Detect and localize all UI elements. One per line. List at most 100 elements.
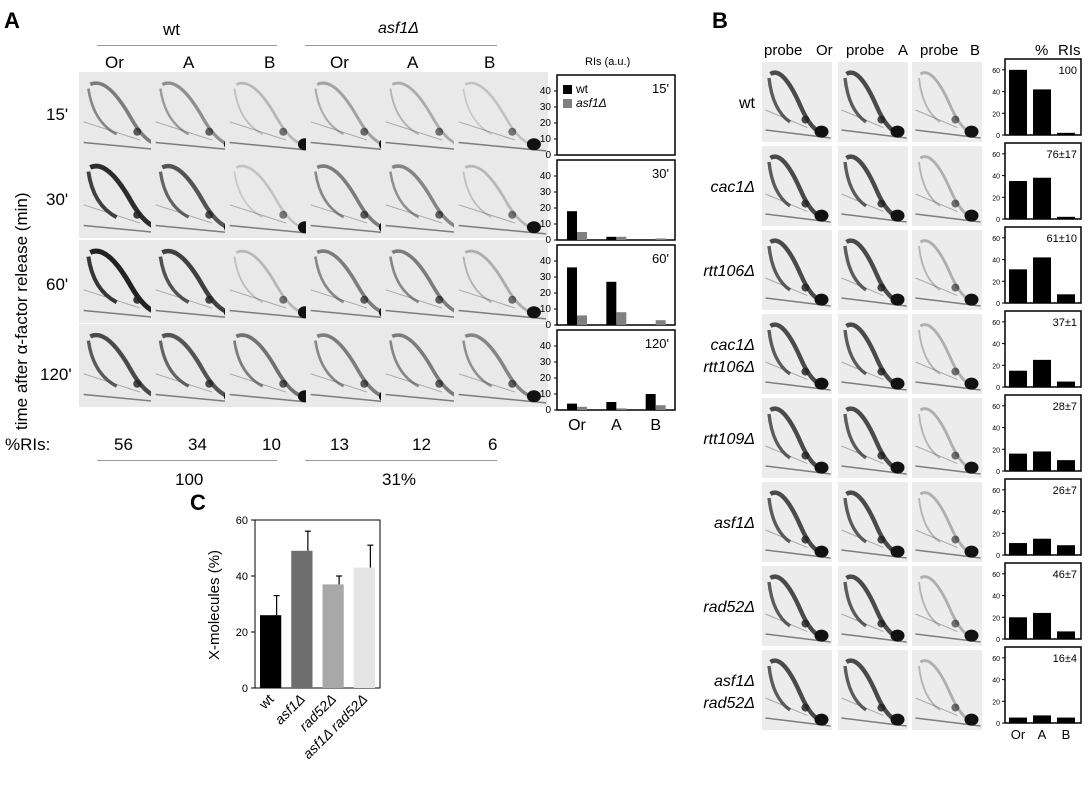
strain-label: rtt106Δ xyxy=(703,359,755,376)
chart-a-tick-label: 20 xyxy=(540,118,552,129)
gel-blot xyxy=(762,230,832,310)
chart-b: 0 20 40 60 100 0 20 40 60 76±17 0 20 40 60 61±10 0 20 40 6… xyxy=(992,58,1082,742)
pct-value: 12 xyxy=(412,435,431,454)
strain-label: wt xyxy=(739,95,755,112)
gel-blot xyxy=(454,72,548,155)
chart-a-legend-swatch xyxy=(563,99,572,108)
gel-blot xyxy=(762,566,832,646)
chart-b-bar xyxy=(1057,132,1075,135)
chart-a-tick-label: 30 xyxy=(540,272,552,283)
chart-b-tick-label: 40 xyxy=(992,90,1000,97)
chart-b-tick-label: 60 xyxy=(992,68,1000,75)
gel-blot xyxy=(838,398,908,478)
chart-b-bar xyxy=(1009,370,1027,387)
chart-a-tick-label: 30 xyxy=(540,187,552,198)
gel-blot xyxy=(912,62,982,142)
chart-b-panel-label: 16±4 xyxy=(1053,653,1077,665)
chart-b-bar xyxy=(1057,294,1075,303)
chart-b-bar xyxy=(1057,460,1075,471)
chart-a-tick-label: 10 xyxy=(540,219,552,230)
group-label-asf1: asf1Δ xyxy=(378,20,419,37)
column-label: B xyxy=(484,53,496,72)
chart-b-tick-label: 20 xyxy=(992,447,1000,454)
chart-b-tick-label: 60 xyxy=(992,488,1000,495)
chart-b-bar xyxy=(1009,69,1027,135)
chart-a-tick-label: 10 xyxy=(540,304,552,315)
chart-b-tick-label: 40 xyxy=(992,678,1000,685)
chart-a-tick-label: 40 xyxy=(540,256,552,267)
chart-a-bar xyxy=(616,408,627,410)
gel-blot xyxy=(838,482,908,562)
chart-c-bar xyxy=(353,567,375,688)
chart-a-bar xyxy=(606,402,617,410)
chart-a-category-label: A xyxy=(611,417,622,434)
chart-a-bar xyxy=(616,236,627,240)
column-label: A xyxy=(183,53,195,72)
gel-blot xyxy=(838,566,908,646)
chart-b-panel-label: 61±10 xyxy=(1046,233,1077,245)
chart-b-panel-label: 26±7 xyxy=(1053,485,1077,497)
gel-blot xyxy=(912,398,982,478)
gel-blot xyxy=(838,314,908,394)
chart-a-tick-label: 20 xyxy=(540,373,552,384)
chart-b-panel-label: 46±7 xyxy=(1053,569,1077,581)
gel-blot xyxy=(454,324,548,407)
chart-b-tick-label: 0 xyxy=(996,553,1000,560)
chart-b-tick-label: 20 xyxy=(992,363,1000,370)
gel-blot xyxy=(225,72,319,155)
probe-site: Or xyxy=(816,42,833,59)
strain-label: cac1Δ xyxy=(710,179,755,196)
chart-b-tick-label: 0 xyxy=(996,721,1000,728)
chart-b-tick-label: 40 xyxy=(992,174,1000,181)
chart-b-tick-label: 20 xyxy=(992,531,1000,538)
chart-b-tick-label: 40 xyxy=(992,258,1000,265)
chart-a-legend-label: asf1Δ xyxy=(576,96,607,110)
total-wt: 100 xyxy=(175,470,204,489)
chart-b-tick-label: 0 xyxy=(996,385,1000,392)
gel-blot xyxy=(762,398,832,478)
row-label: 30' xyxy=(46,190,69,209)
gel-blot xyxy=(454,240,548,323)
chart-b-panel-label: 76±17 xyxy=(1046,149,1077,161)
chart-a-panel-label: 120' xyxy=(645,336,669,351)
chart-a-title: RIs (a.u.) xyxy=(585,56,631,68)
column-label: A xyxy=(407,53,419,72)
chart-a-frame xyxy=(556,74,676,156)
strain-label: rtt109Δ xyxy=(703,431,755,448)
chart-a-legend-label: wt xyxy=(575,82,589,96)
gel-blot xyxy=(762,146,832,226)
gel-blot xyxy=(762,650,832,730)
chart-b-bar xyxy=(1009,543,1027,555)
chart-a-tick-label: 10 xyxy=(540,134,552,145)
chart-b-bar xyxy=(1057,381,1075,387)
row-label: 120' xyxy=(40,365,72,384)
pct-header: % xyxy=(1035,42,1049,59)
chart-c-bar xyxy=(260,615,282,688)
chart-b-category-label: A xyxy=(1038,727,1047,742)
chart-b-tick-label: 20 xyxy=(992,699,1000,706)
chart-b-bar xyxy=(1033,177,1051,219)
probe-site: B xyxy=(970,42,981,59)
column-label: B xyxy=(264,53,276,72)
chart-a-bar xyxy=(606,236,617,240)
pct-value: 6 xyxy=(488,435,498,454)
chart-a-bar xyxy=(655,238,666,240)
gel-blot xyxy=(762,62,832,142)
strain-label: asf1Δ xyxy=(714,515,755,532)
chart-b-panel-label: 28±7 xyxy=(1053,401,1077,413)
probe-header: probe xyxy=(846,42,885,59)
chart-a-bar xyxy=(655,320,666,325)
gel-blot xyxy=(912,314,982,394)
gel-blot xyxy=(838,230,908,310)
gel-blot xyxy=(912,482,982,562)
strain-label: rtt106Δ xyxy=(703,263,755,280)
chart-c-bar xyxy=(322,584,344,688)
panel-c-letter: C xyxy=(190,490,206,515)
chart-a-panel-label: 15' xyxy=(652,81,669,96)
chart-b-tick-label: 40 xyxy=(992,342,1000,349)
gel-blot xyxy=(762,482,832,562)
chart-a-tick-label: 40 xyxy=(540,86,552,97)
chart-b-tick-label: 60 xyxy=(992,572,1000,579)
